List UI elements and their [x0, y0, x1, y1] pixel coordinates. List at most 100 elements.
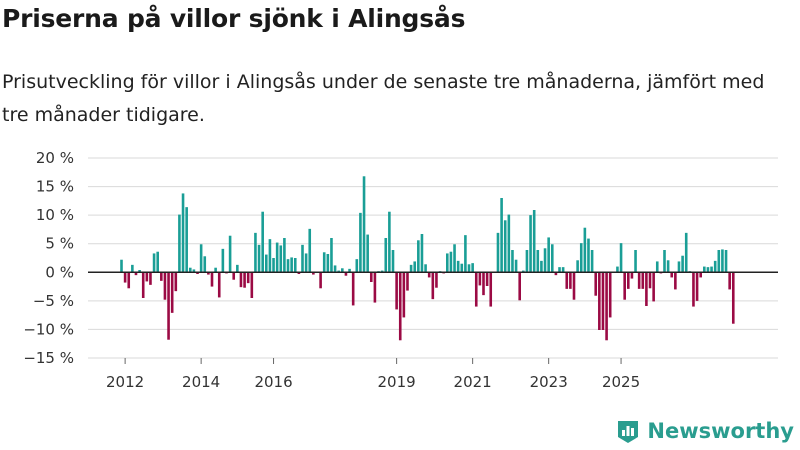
- bar: [308, 228, 312, 273]
- bar: [634, 250, 637, 273]
- bar: [547, 237, 550, 273]
- x-tick-label: 2016: [254, 373, 292, 391]
- bar: [286, 259, 290, 273]
- bar: [478, 272, 482, 286]
- bar: [210, 272, 214, 287]
- bar: [503, 220, 507, 273]
- bar: [257, 244, 261, 273]
- bar: [163, 272, 167, 300]
- bar: [655, 261, 659, 273]
- bar: [413, 261, 417, 273]
- bar: [228, 235, 232, 273]
- bar: [279, 245, 283, 273]
- y-tick-label: 10 %: [36, 206, 74, 224]
- y-tick-label: 20 %: [36, 149, 74, 167]
- bar: [214, 267, 217, 273]
- bar: [333, 265, 337, 273]
- bar: [322, 252, 326, 273]
- bar: [692, 272, 695, 307]
- annotations: −9 %: [724, 0, 762, 4]
- bar: [319, 272, 322, 289]
- bar: [641, 272, 645, 289]
- bar: [348, 268, 351, 273]
- bar: [355, 259, 359, 273]
- bar: [178, 214, 181, 273]
- bar: [362, 176, 366, 273]
- bar: [293, 258, 297, 273]
- bar: [731, 272, 735, 324]
- bar: [540, 260, 543, 273]
- bar: [123, 272, 127, 283]
- bar: [500, 198, 503, 273]
- bar: [666, 260, 670, 273]
- bar: [351, 272, 355, 306]
- y-tick-label: 0 %: [45, 263, 74, 281]
- bar: [312, 272, 315, 275]
- bar: [380, 270, 384, 273]
- bar: [261, 211, 264, 273]
- bar: [181, 193, 185, 273]
- bar: [550, 244, 554, 273]
- bar: [627, 272, 630, 289]
- bar: [703, 266, 706, 273]
- bar: [359, 212, 362, 273]
- bar: [514, 259, 518, 273]
- bar: [471, 263, 474, 273]
- bar: [250, 272, 254, 298]
- bar: [221, 248, 225, 273]
- bar: [185, 207, 188, 273]
- gridlines: [88, 157, 778, 359]
- bar: [236, 264, 239, 273]
- bar: [565, 272, 569, 289]
- bar: [196, 272, 199, 274]
- bar: [217, 272, 221, 298]
- bar: [717, 250, 721, 273]
- bar: [456, 260, 460, 273]
- bar: [406, 272, 409, 291]
- bar: [120, 259, 123, 273]
- bar: [590, 250, 594, 273]
- bar: [131, 264, 134, 273]
- bar: [344, 272, 348, 276]
- bar: [366, 234, 369, 273]
- bar: [373, 272, 377, 303]
- bar: [485, 272, 489, 286]
- bar: [417, 240, 420, 273]
- bar: [648, 272, 652, 289]
- bar: [188, 267, 192, 273]
- bar: [713, 260, 717, 273]
- bar: [699, 272, 702, 278]
- newsworthy-brand[interactable]: Newsworthy: [615, 418, 794, 444]
- bar: [616, 266, 619, 273]
- bar: [525, 250, 529, 273]
- bar: [239, 272, 243, 288]
- bar: [326, 254, 330, 273]
- bar: [619, 243, 623, 273]
- bar: [652, 272, 655, 302]
- bar: [645, 272, 648, 306]
- bar: [572, 272, 576, 300]
- bar: [384, 238, 388, 273]
- bar: [265, 254, 268, 273]
- bar: [207, 272, 210, 275]
- bar: [684, 232, 688, 273]
- bar: [283, 238, 286, 273]
- bar: [489, 272, 493, 307]
- bar: [141, 272, 145, 298]
- y-tick-label: 15 %: [36, 178, 74, 196]
- bar: [167, 272, 170, 340]
- x-tick-label: 2014: [182, 373, 220, 391]
- bar: [482, 272, 485, 296]
- bar: [587, 238, 590, 273]
- bar: [254, 232, 257, 273]
- bar: [402, 272, 406, 318]
- bar: [569, 272, 572, 289]
- bar: [424, 264, 427, 273]
- bar: [522, 270, 525, 273]
- bar: [474, 272, 478, 307]
- y-tick-label: 5 %: [45, 235, 74, 253]
- bar: [246, 272, 250, 284]
- bar: [518, 272, 521, 301]
- bar: [561, 267, 565, 273]
